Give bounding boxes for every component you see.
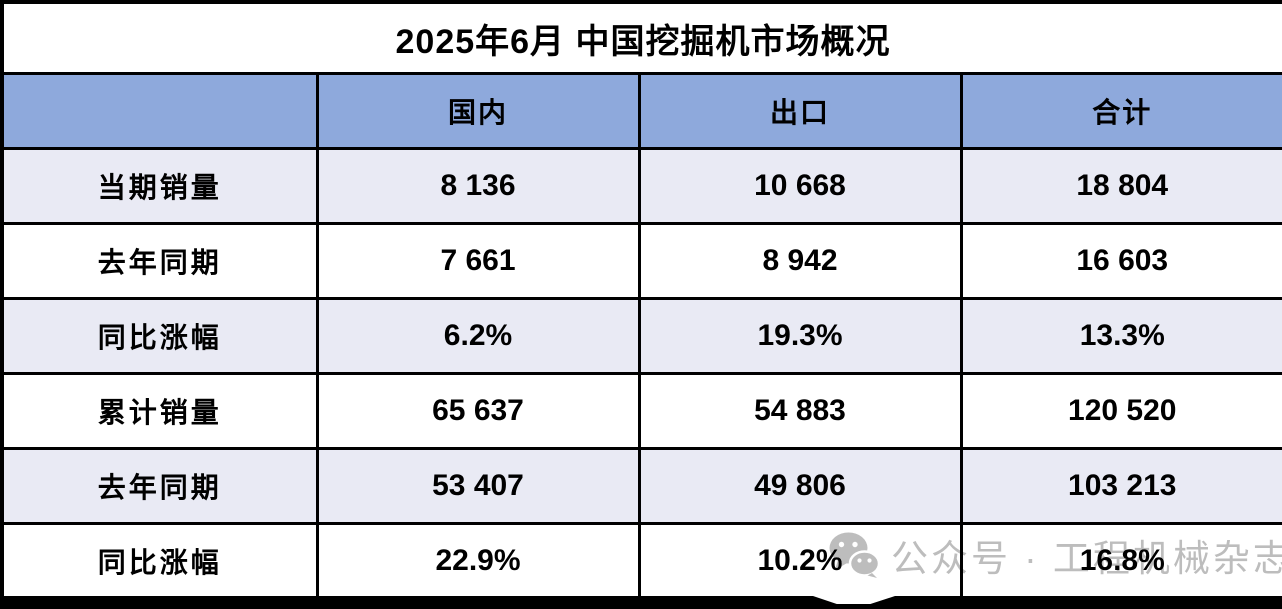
- column-header-domestic: 国内: [315, 72, 641, 150]
- row-label: 去年同期: [0, 222, 319, 300]
- cell-value: 53 407: [315, 447, 641, 525]
- row-label: 当期销量: [0, 147, 319, 225]
- cell-value: 16 603: [959, 222, 1282, 300]
- bottom-border-bar: [0, 596, 1282, 609]
- cell-value: 22.9%: [315, 522, 641, 601]
- bubble-tail-notch: [813, 596, 895, 604]
- cell-value: 54 883: [637, 372, 963, 450]
- table-row-yoy-growth: 同比涨幅 6.2% 19.3% 13.3%: [0, 297, 1282, 375]
- cell-value: 18 804: [959, 147, 1282, 225]
- cell-value: 10.2%: [637, 522, 963, 601]
- table-row-current-sales: 当期销量 8 136 10 668 18 804: [0, 147, 1282, 225]
- row-label: 去年同期: [0, 447, 319, 525]
- table-row-cumulative-yoy-growth: 同比涨幅 22.9% 10.2% 16.8%: [0, 522, 1282, 601]
- column-header-total: 合计: [959, 72, 1282, 150]
- cell-value: 120 520: [959, 372, 1282, 450]
- row-label: 累计销量: [0, 372, 319, 450]
- row-label: 同比涨幅: [0, 297, 319, 375]
- table-title: 2025年6月 中国挖掘机市场概况: [0, 0, 1282, 75]
- row-label: 同比涨幅: [0, 522, 319, 601]
- table-row-last-year-same-period: 去年同期 7 661 8 942 16 603: [0, 222, 1282, 300]
- cell-value: 16.8%: [959, 522, 1282, 601]
- table-row-cumulative-sales: 累计销量 65 637 54 883 120 520: [0, 372, 1282, 450]
- cell-value: 8 942: [637, 222, 963, 300]
- cell-value: 6.2%: [315, 297, 641, 375]
- header-row: 国内 出口 合计: [0, 72, 1282, 150]
- cell-value: 8 136: [315, 147, 641, 225]
- cell-value: 7 661: [315, 222, 641, 300]
- column-header-export: 出口: [637, 72, 963, 150]
- table-row-cumulative-last-year: 去年同期 53 407 49 806 103 213: [0, 447, 1282, 525]
- cell-value: 10 668: [637, 147, 963, 225]
- title-row: 2025年6月 中国挖掘机市场概况: [0, 0, 1282, 75]
- cell-value: 103 213: [959, 447, 1282, 525]
- cell-value: 13.3%: [959, 297, 1282, 375]
- column-header-blank: [0, 72, 319, 150]
- cell-value: 65 637: [315, 372, 641, 450]
- cell-value: 19.3%: [637, 297, 963, 375]
- cell-value: 49 806: [637, 447, 963, 525]
